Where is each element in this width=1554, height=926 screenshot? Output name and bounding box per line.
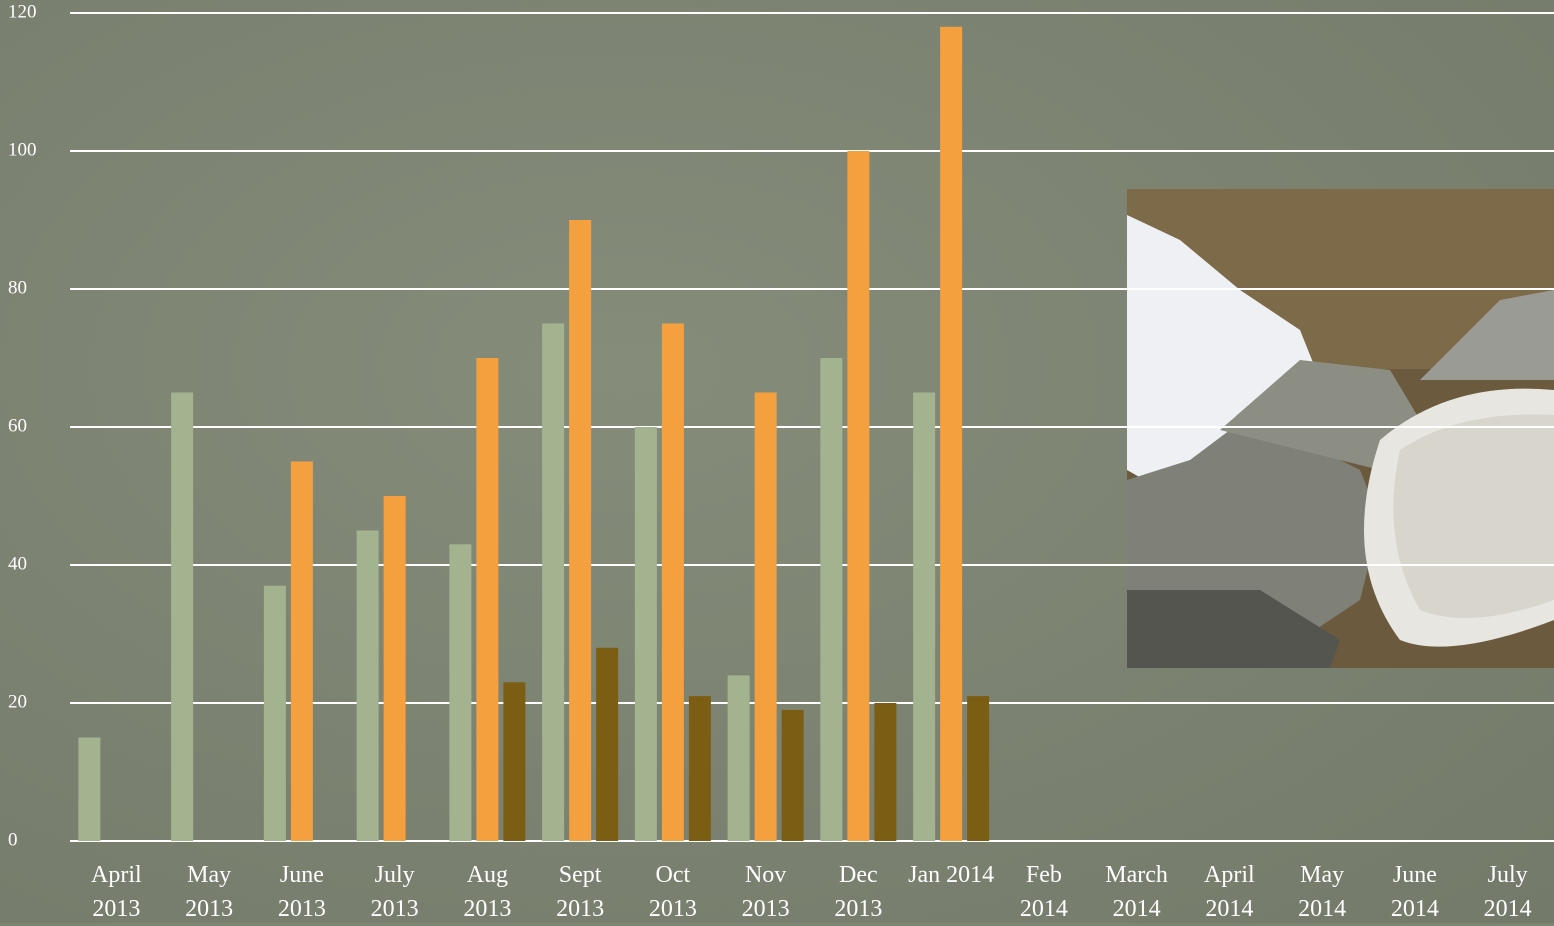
x-tick-label: Jan 2014 — [905, 858, 998, 892]
x-tick-label: Oct 2013 — [626, 858, 719, 926]
photo — [1127, 189, 1554, 668]
bar — [940, 27, 962, 841]
bar — [357, 531, 379, 842]
x-tick-label: Feb 2014 — [997, 858, 1090, 926]
bar — [78, 738, 100, 842]
y-tick-label: 120 — [8, 1, 37, 22]
bar — [503, 682, 525, 841]
bar — [755, 393, 777, 842]
x-tick-label: May 2013 — [163, 858, 256, 926]
y-tick-label: 60 — [8, 415, 27, 436]
bar — [782, 710, 804, 841]
x-tick-label: June 2014 — [1368, 858, 1461, 926]
y-tick-label: 20 — [8, 691, 27, 712]
bar — [967, 696, 989, 841]
bar — [913, 393, 935, 842]
y-tick-label: 40 — [8, 553, 27, 574]
bar — [476, 358, 498, 841]
x-tick-label: Aug 2013 — [441, 858, 534, 926]
chart: 0 20 40 60 80 100 120 — [0, 0, 1554, 923]
bar — [820, 358, 842, 841]
x-tick-label: April 2014 — [1183, 858, 1276, 926]
bar — [291, 462, 313, 842]
x-tick-label: Sept 2013 — [534, 858, 627, 926]
bar — [264, 586, 286, 841]
bar — [171, 393, 193, 842]
x-tick-label: July 2013 — [348, 858, 441, 926]
bar — [542, 324, 564, 842]
bar — [449, 544, 471, 841]
x-tick-label: Nov 2013 — [719, 858, 812, 926]
slide: 020406080100120 April 2013May 2013June 2… — [0, 0, 1554, 923]
x-tick-label: Dec 2013 — [812, 858, 905, 926]
x-tick-label: June 2013 — [255, 858, 348, 926]
y-tick-label: 100 — [8, 139, 37, 160]
bar — [596, 648, 618, 841]
bar — [662, 324, 684, 842]
bar — [728, 675, 750, 841]
bar — [384, 496, 406, 841]
x-tick-label: March 2014 — [1090, 858, 1183, 926]
bar — [874, 703, 896, 841]
bar — [847, 151, 869, 841]
bar — [635, 427, 657, 841]
x-tick-label: April 2013 — [70, 858, 163, 926]
y-tick-label: 0 — [8, 829, 18, 850]
x-tick-label: July 2014 — [1461, 858, 1554, 926]
y-tick-label: 80 — [8, 277, 27, 298]
bar — [689, 696, 711, 841]
bar — [569, 220, 591, 841]
x-tick-label: May 2014 — [1276, 858, 1369, 926]
